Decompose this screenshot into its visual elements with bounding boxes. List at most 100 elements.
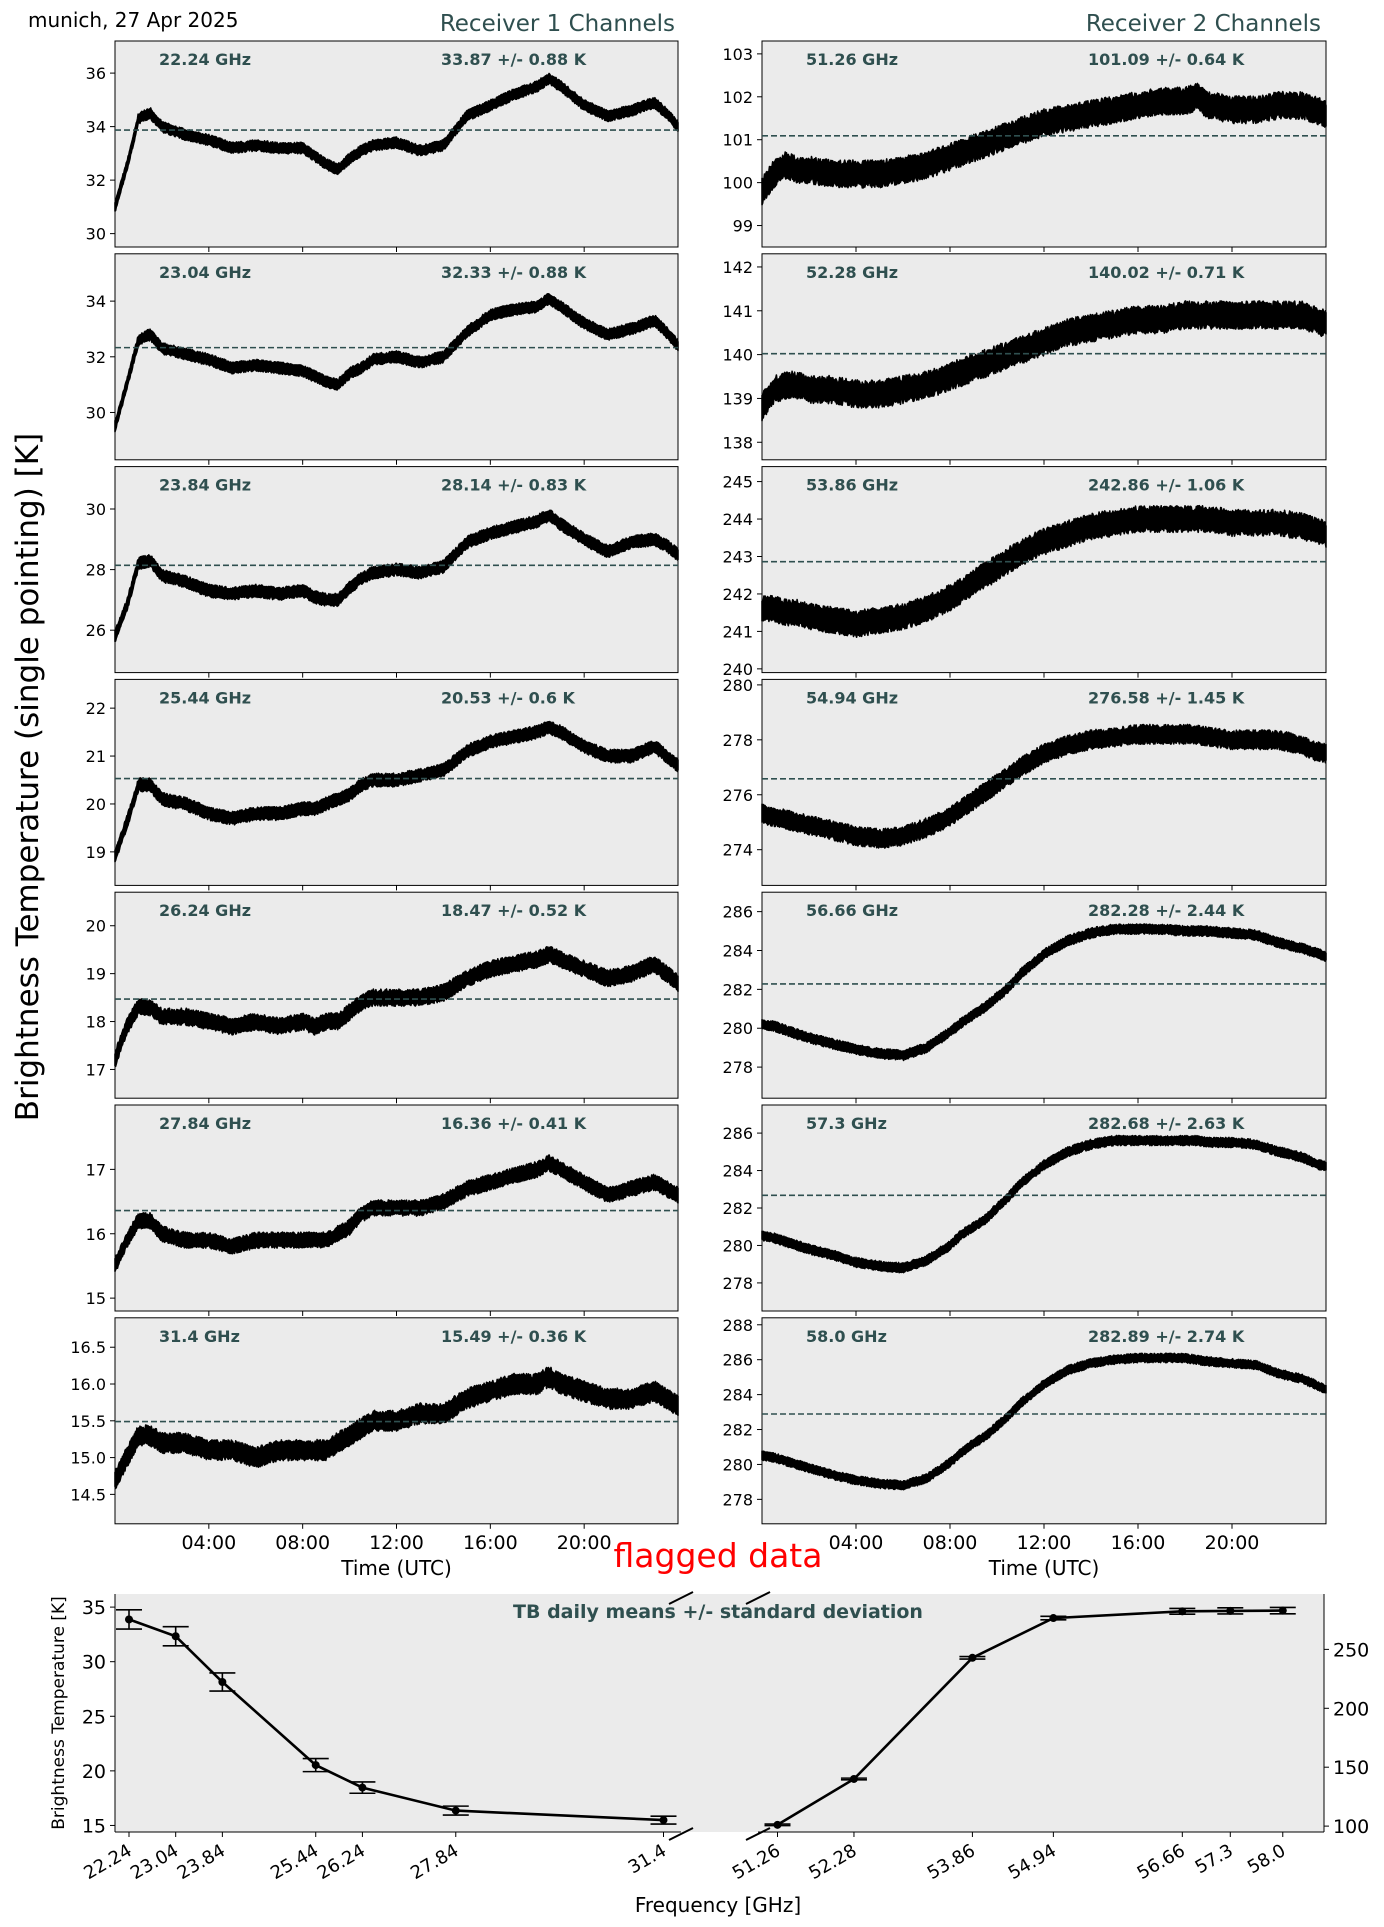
x-tick-label: 16:00	[1111, 1532, 1166, 1554]
y-tick-label: 140	[722, 346, 753, 365]
panel-background	[761, 466, 1327, 674]
frequency-label: 51.26 GHz	[806, 50, 898, 69]
frequency-label: 58.0 GHz	[806, 1327, 887, 1346]
y-tick-label: 32	[86, 171, 106, 190]
receiver1-title: Receiver 1 Channels	[440, 11, 675, 37]
y-tick-label: 278	[722, 1058, 753, 1077]
x-tick-label: 57.3	[1192, 1840, 1237, 1878]
data-series	[761, 923, 1327, 1062]
x-tick-label: 53.86	[924, 1840, 979, 1884]
y-tick-label: 280	[722, 1455, 753, 1474]
panel-background	[761, 1317, 1327, 1525]
x-tick-label: 25.44	[267, 1840, 322, 1884]
frequency-label: 31.4 GHz	[159, 1327, 240, 1346]
mean-std-label: 16.36 +/- 0.41 K	[441, 1114, 587, 1133]
y-tick-label: 15	[86, 1289, 106, 1308]
x-tick-label: 52.28	[805, 1840, 860, 1884]
y-tick-label: 30	[86, 225, 106, 244]
y-tick-label: 32	[86, 348, 106, 367]
frequency-label: 22.24 GHz	[159, 50, 251, 69]
data-series	[761, 1134, 1327, 1274]
x-tick-label: 04:00	[829, 1532, 884, 1554]
mean-point	[218, 1677, 227, 1686]
y-tick-label: 284	[722, 942, 753, 961]
frequency-label: 23.84 GHz	[159, 476, 251, 495]
y-tick-label: 103	[722, 45, 753, 64]
y-tick-label: 19	[86, 965, 106, 984]
y-tick-label: 16.0	[70, 1375, 106, 1394]
y-tick-label: 28	[86, 561, 106, 580]
receiver2-column: 51.26 GHz 101.09 +/- 0.64 K 99 100 101 102 103…	[722, 40, 1327, 1580]
mean-point	[1178, 1607, 1187, 1616]
mean-std-label: 15.49 +/- 0.36 K	[441, 1327, 587, 1346]
y-tick-label: 288	[722, 1316, 753, 1335]
y-tick-label: 278	[722, 731, 753, 750]
y-tick-label: 20	[86, 917, 106, 936]
y-tick-label: 243	[722, 547, 753, 566]
mean-point	[849, 1774, 858, 1783]
mean-std-label: 101.09 +/- 0.64 K	[1088, 50, 1245, 69]
panel-56-66-ghz: 56.66 GHz 282.28 +/- 2.44 K 278 280 282 284 28…	[722, 891, 1327, 1104]
y-axis-label: Brightness Temperature (single pointing)…	[10, 433, 46, 1121]
x-tick-label: 58.0	[1244, 1840, 1289, 1878]
y-tick-label: 21	[86, 747, 106, 766]
x-tick-label: 27.84	[407, 1840, 462, 1884]
y-tick-label: 34	[86, 292, 106, 311]
y-tick-label: 286	[722, 1124, 753, 1143]
means-y-axis-label: Brightness Temperature [K]	[49, 1596, 69, 1829]
frequency-label: 53.86 GHz	[806, 476, 898, 495]
y-tick-label: 17	[86, 1160, 106, 1179]
y-tick-label: 16.5	[70, 1338, 106, 1357]
y-tick-label: 20	[86, 795, 106, 814]
data-series	[114, 946, 679, 1068]
mean-point	[311, 1761, 320, 1770]
y-tick-label: 200	[1333, 1698, 1369, 1720]
frequency-label: 26.24 GHz	[159, 901, 251, 920]
y-tick-label: 280	[722, 1019, 753, 1038]
y-tick-label: 282	[722, 1199, 753, 1218]
panel-22-24-ghz: 22.24 GHz 33.87 +/- 0.88 K 30 32 34 36	[86, 40, 679, 252]
x-tick-label: 08:00	[275, 1532, 330, 1554]
y-tick-label: 17	[86, 1060, 106, 1079]
y-tick-label: 30	[82, 1652, 106, 1674]
y-tick-label: 16	[86, 1225, 106, 1244]
data-series	[761, 300, 1327, 422]
panel-31-4-ghz: 31.4 GHz 15.49 +/- 0.36 K 14.5 15.0 15.5 16.0…	[70, 1317, 679, 1580]
mean-point	[773, 1820, 782, 1829]
frequency-label: 27.84 GHz	[159, 1114, 251, 1133]
y-tick-label: 102	[722, 88, 753, 107]
means-x-axis-label: Frequency [GHz]	[635, 1893, 801, 1917]
data-series	[114, 720, 679, 863]
mean-point	[358, 1783, 367, 1792]
y-tick-label: 280	[722, 1236, 753, 1255]
y-tick-label: 282	[722, 1421, 753, 1440]
x-tick-label: 31.4	[625, 1840, 670, 1878]
x-tick-label: 23.84	[174, 1840, 229, 1884]
panel-background	[761, 891, 1327, 1099]
data-series	[761, 1352, 1327, 1491]
y-tick-label: 141	[722, 302, 753, 321]
y-tick-label: 278	[722, 1490, 753, 1509]
mean-std-label: 282.68 +/- 2.63 K	[1088, 1114, 1245, 1133]
y-tick-label: 25	[82, 1706, 106, 1728]
x-tick-label: 51.26	[729, 1840, 784, 1884]
receiver2-title: Receiver 2 Channels	[1086, 11, 1321, 37]
axis-break-mark	[745, 1827, 771, 1841]
panel-27-84-ghz: 27.84 GHz 16.36 +/- 0.41 K 15 16 17	[86, 1104, 679, 1316]
mean-std-label: 282.28 +/- 2.44 K	[1088, 901, 1245, 920]
panel-23-84-ghz: 23.84 GHz 28.14 +/- 0.83 K 26 28 30	[86, 466, 679, 678]
mean-point	[968, 1653, 977, 1662]
axis-break-mark	[668, 1827, 694, 1841]
chart-background	[115, 1594, 1324, 1832]
mean-std-label: 20.53 +/- 0.6 K	[441, 688, 576, 707]
receiver1-column: 22.24 GHz 33.87 +/- 0.88 K 30 32 34 36 23.04 G…	[70, 40, 679, 1580]
y-tick-label: 241	[722, 622, 753, 641]
panel-background	[761, 40, 1327, 248]
means-title: TB daily means +/- standard deviation	[513, 1601, 923, 1623]
panel-26-24-ghz: 26.24 GHz 18.47 +/- 0.52 K 17 18 19 20	[86, 891, 679, 1104]
y-tick-label: 245	[722, 473, 753, 492]
panel-58-0-ghz: 58.0 GHz 282.89 +/- 2.74 K 278 280 282 284 286…	[722, 1316, 1327, 1580]
y-tick-label: 282	[722, 980, 753, 999]
x-tick-label: 23.04	[127, 1840, 182, 1884]
x-tick-label: 12:00	[1017, 1532, 1072, 1554]
